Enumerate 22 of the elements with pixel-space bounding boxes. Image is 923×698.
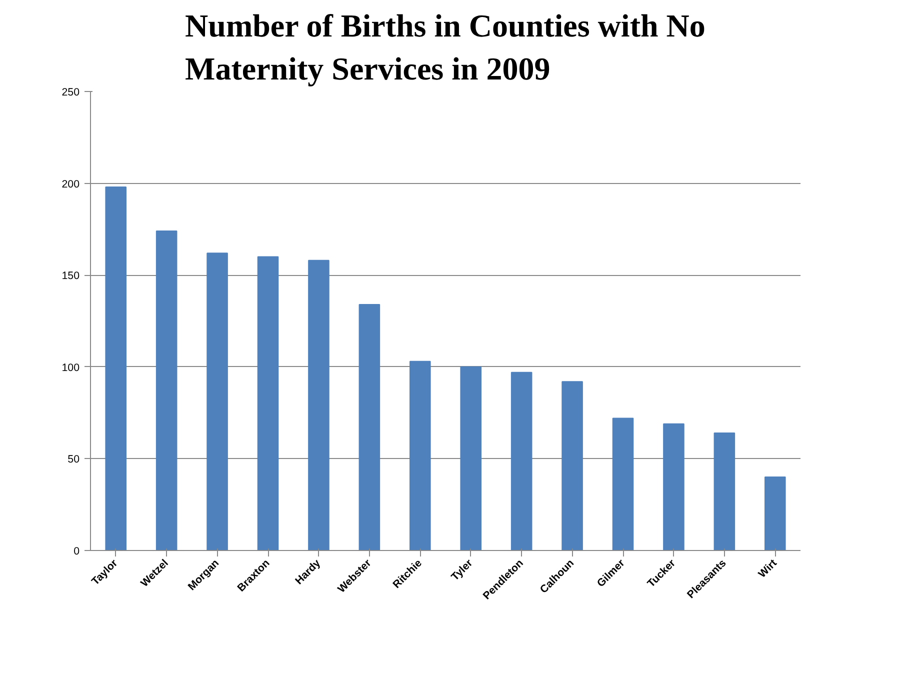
chart-title: Number of Births in Counties with No Maternity Services in 2009 xyxy=(185,7,706,86)
bar xyxy=(410,360,431,550)
bar xyxy=(764,476,786,550)
y-tick-label: 250 xyxy=(62,86,80,98)
x-tick-label: Wirt xyxy=(756,556,780,580)
bar xyxy=(308,260,330,550)
bar xyxy=(612,418,634,550)
y-tick-label: 150 xyxy=(62,270,80,282)
y-tick-label: 100 xyxy=(62,362,80,374)
bar xyxy=(206,252,228,550)
bar xyxy=(460,366,482,550)
y-tick-label: 50 xyxy=(68,454,80,466)
bar xyxy=(358,304,380,550)
bar xyxy=(257,256,279,550)
bar xyxy=(562,381,583,550)
bar xyxy=(663,423,684,550)
bar xyxy=(156,230,178,550)
bar xyxy=(105,186,126,550)
bar xyxy=(714,432,736,550)
y-tick-label: 0 xyxy=(74,546,80,558)
bar xyxy=(510,372,532,550)
y-tick-label: 200 xyxy=(62,178,80,190)
